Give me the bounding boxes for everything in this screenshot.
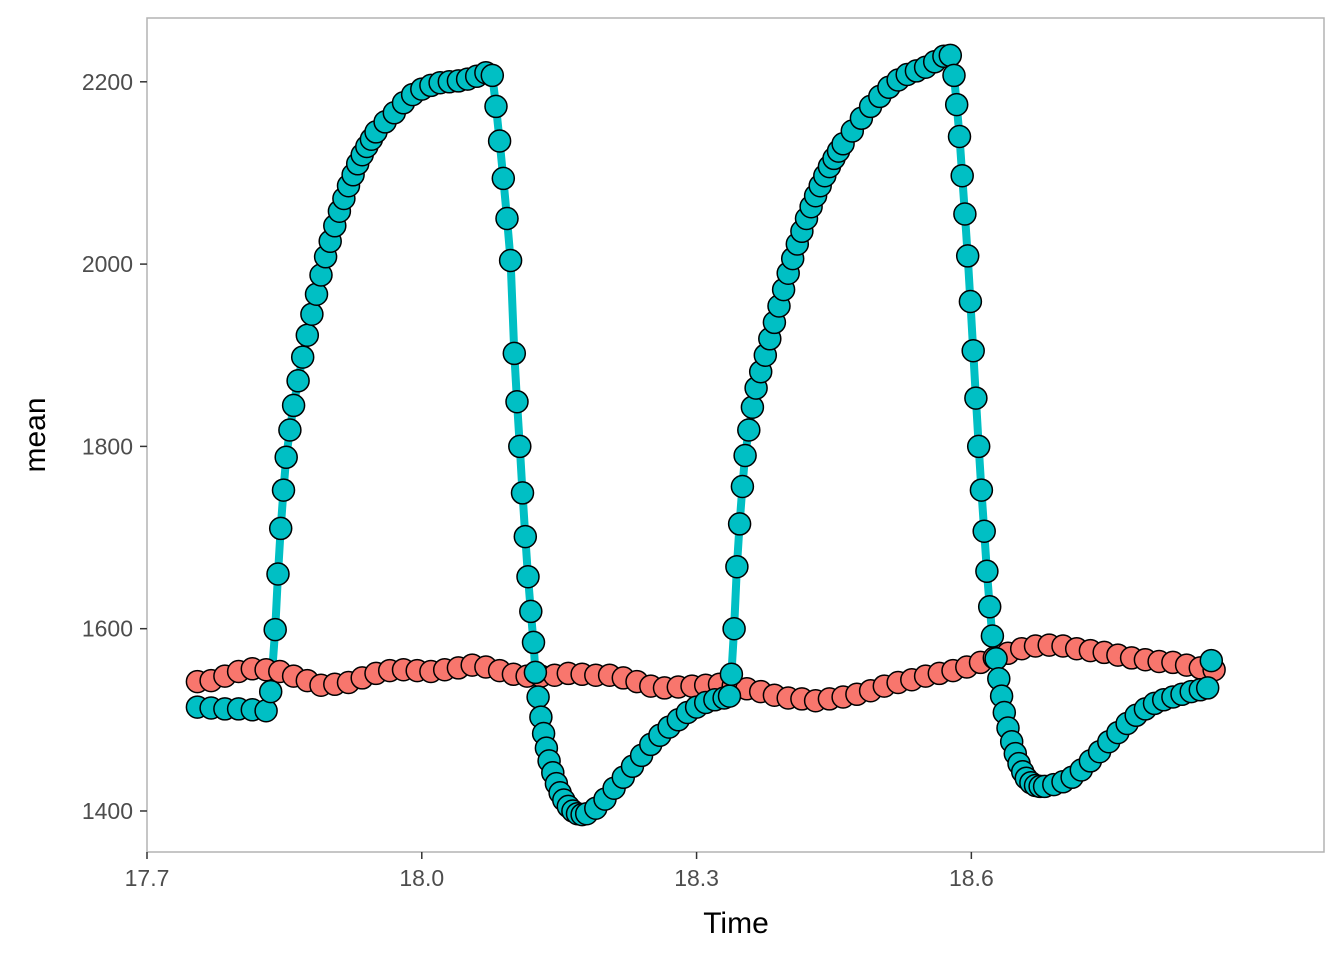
- data-point: [1195, 676, 1220, 700]
- data-point: [975, 559, 999, 584]
- series-layer: [185, 43, 1226, 827]
- data-point: [521, 630, 546, 655]
- data-point: [502, 341, 527, 366]
- data-point: [955, 244, 980, 268]
- data-point: [947, 124, 972, 149]
- data-point: [508, 434, 532, 459]
- data-point: [977, 595, 1002, 619]
- data-point: [263, 617, 287, 642]
- data-point: [281, 393, 306, 418]
- x-tick-label: 18.3: [674, 865, 719, 891]
- data-point: [271, 478, 296, 502]
- data-point: [725, 554, 749, 579]
- data-point: [268, 516, 293, 541]
- data-point: [278, 418, 302, 442]
- data-point: [495, 206, 519, 231]
- data-point: [258, 679, 283, 704]
- data-point: [730, 474, 755, 499]
- data-point: [286, 369, 310, 393]
- series-1-points: [185, 43, 1224, 827]
- data-point: [516, 564, 540, 589]
- y-tick-label: 2000: [82, 251, 133, 277]
- y-axis: 1400 1600 1800 2000 2200: [82, 69, 147, 824]
- data-point: [727, 512, 752, 536]
- data-point: [722, 616, 746, 641]
- y-tick-label: 2200: [82, 69, 133, 95]
- plot-border: [146, 17, 1325, 853]
- plot-background: [147, 18, 1324, 852]
- data-point: [266, 562, 290, 586]
- y-tick-label: 1600: [82, 616, 133, 642]
- data-point: [944, 92, 969, 117]
- data-point: [526, 685, 550, 709]
- data-point: [737, 418, 761, 442]
- x-tick-label: 18.6: [949, 865, 994, 891]
- data-point: [304, 282, 329, 306]
- data-point: [717, 684, 742, 708]
- data-point: [254, 698, 278, 723]
- data-point: [484, 94, 508, 119]
- data-point: [958, 289, 983, 314]
- data-point: [961, 338, 985, 363]
- data-point: [295, 323, 320, 347]
- x-axis-title: Time: [703, 907, 769, 940]
- data-point: [523, 660, 548, 685]
- y-tick-label: 1800: [82, 433, 133, 459]
- data-point: [505, 389, 529, 414]
- data-point: [984, 647, 1008, 671]
- data-point: [274, 445, 298, 470]
- y-tick-label: 1400: [82, 798, 133, 824]
- data-point: [950, 163, 974, 188]
- data-point: [966, 434, 991, 459]
- data-point: [290, 345, 315, 369]
- data-point: [513, 524, 538, 549]
- data-point: [300, 302, 324, 326]
- data-point: [938, 43, 963, 68]
- data-point: [733, 443, 757, 468]
- y-axis-title: mean: [19, 397, 52, 472]
- data-point: [480, 63, 505, 88]
- data-point: [740, 395, 765, 419]
- data-point: [510, 481, 535, 505]
- x-axis: 17.7 18.0 18.3 18.6: [125, 852, 994, 891]
- x-tick-label: 18.0: [399, 865, 444, 891]
- data-point: [964, 386, 988, 410]
- data-point: [1199, 648, 1224, 673]
- data-point: [719, 662, 744, 687]
- data-point: [980, 624, 1005, 648]
- x-tick-label: 17.7: [125, 865, 170, 891]
- data-point: [519, 599, 543, 624]
- data-point: [491, 166, 516, 191]
- data-point: [969, 478, 994, 502]
- data-point: [498, 248, 523, 273]
- data-point: [942, 63, 966, 88]
- data-point: [972, 519, 996, 543]
- data-point: [953, 202, 977, 226]
- data-point: [487, 129, 512, 153]
